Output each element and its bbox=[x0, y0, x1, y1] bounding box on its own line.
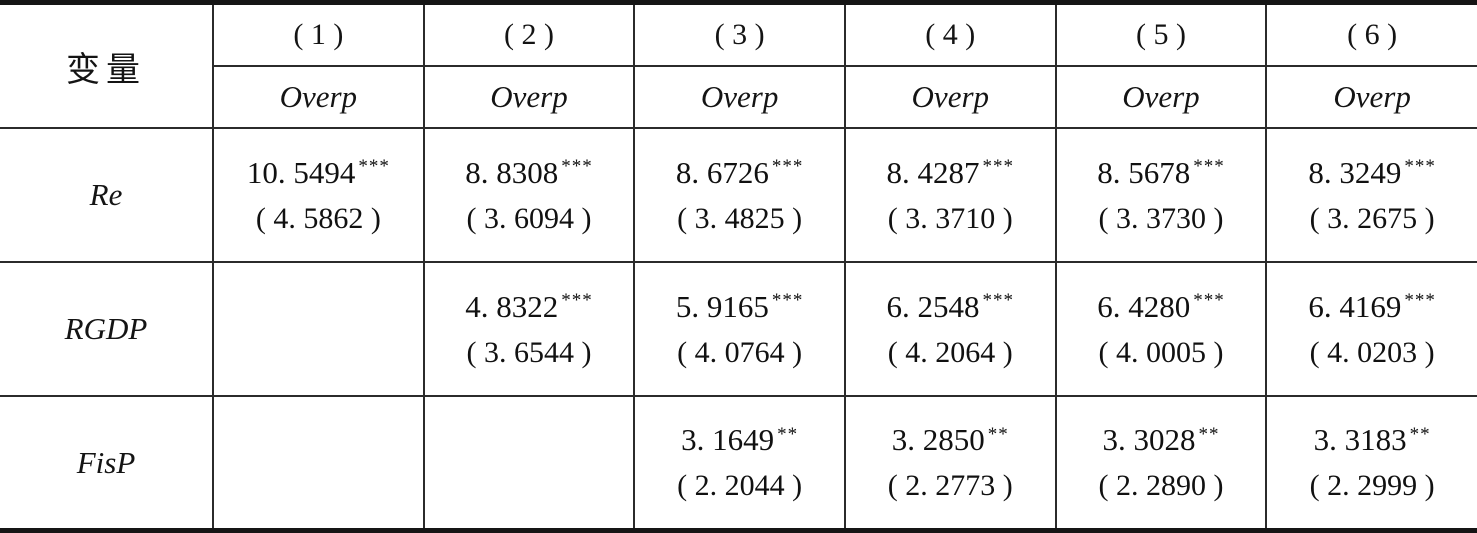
model-2-header: ( 2 ) bbox=[422, 2, 635, 67]
model-number-row: 变量 ( 1 ) ( 2 ) ( 3 ) ( 4 ) ( 5 ) ( 6 ) bbox=[0, 2, 1477, 129]
cell-fisp-2 bbox=[422, 395, 635, 531]
depvar-label-1: Overp bbox=[212, 66, 424, 129]
depvar-label-5: Overp bbox=[1054, 66, 1267, 129]
cell-re-2: 8. 8308 *** ( 3. 6094 ) bbox=[422, 128, 635, 263]
model-4-header: ( 4 ) bbox=[843, 2, 1056, 67]
significance-stars: *** bbox=[771, 290, 804, 312]
t-statistic: ( 4. 0005 ) bbox=[1098, 335, 1224, 369]
cell-rgdp-2: 4. 8322 *** ( 3. 6544 ) bbox=[422, 261, 635, 397]
cell-rgdp-3: 5. 9165 *** ( 4. 0764 ) bbox=[633, 261, 845, 397]
significance-stars: ** bbox=[1409, 423, 1431, 445]
significance-stars: *** bbox=[358, 156, 390, 178]
t-statistic: ( 2. 2773 ) bbox=[887, 469, 1013, 503]
significance-stars: *** bbox=[1404, 156, 1436, 178]
depvar-label-6: Overp bbox=[1265, 66, 1477, 129]
significance-stars: ** bbox=[987, 423, 1009, 445]
depvar-label-3: Overp bbox=[633, 66, 845, 129]
t-statistic: ( 2. 2044 ) bbox=[677, 469, 803, 503]
t-statistic: ( 3. 2675 ) bbox=[1309, 201, 1435, 235]
t-statistic: ( 4. 0203 ) bbox=[1309, 335, 1435, 369]
dependent-variable-row: Overp Overp Overp Overp Overp Overp bbox=[0, 66, 1477, 129]
cell-re-6: 8. 3249 *** ( 3. 2675 ) bbox=[1265, 128, 1477, 263]
t-statistic: ( 3. 6544 ) bbox=[466, 335, 592, 369]
cell-re-4: 8. 4287 *** ( 3. 3710 ) bbox=[843, 128, 1056, 263]
table-row-rgdp: RGDP 4. 8322 *** ( 3. 6544 ) 5. 9165 *** (… bbox=[0, 261, 1477, 397]
cell-fisp-6: 3. 3183 ** ( 2. 2999 ) bbox=[1265, 395, 1477, 531]
significance-stars: *** bbox=[561, 156, 593, 178]
t-statistic: ( 3. 6094 ) bbox=[466, 201, 592, 235]
model-5-header: ( 5 ) bbox=[1054, 2, 1267, 67]
significance-stars: *** bbox=[771, 156, 804, 178]
model-1-header: ( 1 ) bbox=[212, 2, 424, 67]
cell-fisp-4: 3. 2850 ** ( 2. 2773 ) bbox=[843, 395, 1056, 531]
cell-rgdp-6: 6. 4169 *** ( 4. 0203 ) bbox=[1265, 261, 1477, 397]
t-statistic: ( 3. 3730 ) bbox=[1098, 201, 1224, 235]
cell-re-5: 8. 5678 *** ( 3. 3730 ) bbox=[1054, 128, 1267, 263]
t-statistic: ( 4. 2064 ) bbox=[887, 335, 1013, 369]
significance-stars: *** bbox=[1404, 290, 1436, 312]
significance-stars: *** bbox=[561, 290, 593, 312]
cell-fisp-5: 3. 3028 ** ( 2. 2890 ) bbox=[1054, 395, 1267, 531]
model-3-header: ( 3 ) bbox=[633, 2, 845, 67]
cell-fisp-3: 3. 1649 ** ( 2. 2044 ) bbox=[633, 395, 845, 531]
depvar-label-2: Overp bbox=[422, 66, 635, 129]
table-row-fisp: FisP 3. 1649 ** ( 2. 2044 ) 3. 2850 ** ( 2… bbox=[0, 395, 1477, 531]
cell-re-1: 10. 5494 *** ( 4. 5862 ) bbox=[212, 128, 424, 263]
row-label-rgdp: RGDP bbox=[0, 261, 213, 397]
cell-fisp-1 bbox=[212, 395, 424, 531]
variable-column-header: 变量 bbox=[0, 2, 213, 129]
row-label-fisp: FisP bbox=[0, 395, 213, 531]
significance-stars: *** bbox=[1193, 290, 1225, 312]
t-statistic: ( 3. 3710 ) bbox=[887, 201, 1013, 235]
cell-rgdp-4: 6. 2548 *** ( 4. 2064 ) bbox=[843, 261, 1056, 397]
cell-rgdp-5: 6. 4280 *** ( 4. 0005 ) bbox=[1054, 261, 1267, 397]
model-6-header: ( 6 ) bbox=[1265, 2, 1477, 67]
row-label-re: Re bbox=[89, 177, 123, 213]
significance-stars: ** bbox=[777, 423, 799, 445]
significance-stars: ** bbox=[1198, 423, 1220, 445]
table-row-re: Re 10. 5494 *** ( 4. 5862 ) 8. 8308 *** ( … bbox=[0, 128, 1477, 263]
t-statistic: ( 4. 5862 ) bbox=[255, 201, 381, 235]
significance-stars: *** bbox=[982, 290, 1015, 312]
cell-rgdp-1 bbox=[212, 261, 424, 397]
significance-stars: *** bbox=[1193, 156, 1225, 178]
cell-re-3: 8. 6726 *** ( 3. 4825 ) bbox=[633, 128, 845, 263]
significance-stars: *** bbox=[982, 156, 1015, 178]
t-statistic: ( 4. 0764 ) bbox=[677, 335, 803, 369]
t-statistic: ( 2. 2999 ) bbox=[1309, 469, 1435, 503]
t-statistic: ( 3. 4825 ) bbox=[677, 201, 803, 235]
t-statistic: ( 2. 2890 ) bbox=[1098, 469, 1224, 503]
depvar-label-4: Overp bbox=[843, 66, 1056, 129]
